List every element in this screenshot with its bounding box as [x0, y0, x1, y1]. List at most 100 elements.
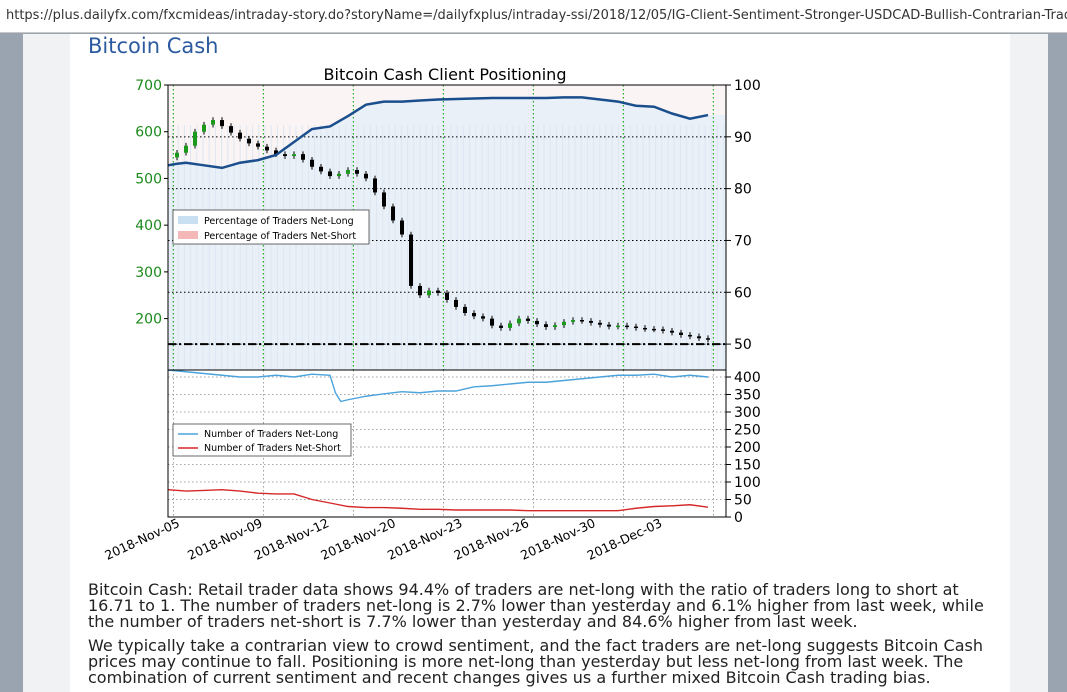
candle-body: [625, 325, 629, 328]
left-tick-label: 400: [135, 218, 162, 234]
left-axis-ticks: 700 600 500 400 300 200: [135, 78, 168, 328]
candle-body: [427, 290, 431, 296]
page-gutter-right: [1010, 34, 1048, 692]
candle-body: [301, 154, 305, 160]
candle-body: [607, 324, 611, 327]
candle-body: [391, 206, 395, 221]
window-margin-left: [0, 34, 23, 692]
bottom-panel-frame: [167, 369, 727, 518]
x-date-label: 2018-Nov-23: [385, 515, 465, 563]
price-candles: [175, 117, 710, 343]
trader-count-lines: [167, 369, 709, 512]
candle-body: [535, 320, 539, 325]
candle-body: [598, 322, 602, 325]
candle-body: [184, 145, 188, 153]
top-legend-box: [172, 209, 370, 245]
candle-body: [355, 170, 359, 174]
right-tick-label: 70: [734, 233, 752, 249]
x-date-label: 2018-Dec-03: [585, 515, 665, 563]
candle-body: [670, 330, 674, 333]
bottom-legend-box: [172, 423, 352, 457]
bottom-tick-label: 50: [734, 493, 752, 509]
x-date-label: 2018-Nov-20: [318, 515, 398, 563]
window-margin-right: [1048, 34, 1067, 692]
candle-body: [175, 152, 179, 158]
net-short-count-line: [167, 488, 709, 512]
net-long-pct-line: [167, 96, 709, 170]
url-text[interactable]: https://plus.dailyfx.com/fxcmideas/intra…: [6, 8, 1067, 23]
candle-body: [418, 285, 422, 296]
left-tick-label: 700: [135, 78, 162, 94]
candle-body: [211, 120, 215, 125]
candle-body: [508, 323, 512, 328]
candle-body: [382, 192, 386, 207]
sentiment-summary-paragraph: Bitcoin Cash: Retail trader data shows 9…: [88, 580, 984, 631]
candle-body: [679, 332, 683, 335]
legend-label-net-short-pct: Percentage of Traders Net-Short: [204, 231, 356, 242]
bottom-panel-grid: [168, 370, 726, 517]
candle-body: [256, 143, 260, 147]
x-date-label: 2018-Nov-26: [451, 515, 531, 563]
candle-body: [661, 329, 665, 331]
top-panel-background: [168, 85, 726, 370]
legend-swatch-net-long-pct: [178, 216, 198, 224]
bottom-tick-label: 250: [734, 423, 761, 439]
right-tick-label: 100: [734, 78, 761, 94]
candle-body: [616, 325, 620, 328]
candle-body: [490, 318, 494, 326]
candle-body: [589, 320, 593, 323]
candle-body: [652, 328, 656, 331]
bottom-tick-label: 150: [734, 458, 761, 474]
candle-body: [364, 173, 368, 179]
x-axis-date-labels: 2018-Nov-05 2018-Nov-092018-Nov-122018-No…: [102, 515, 664, 563]
right-tick-label: 50: [734, 337, 752, 353]
bottom-tick-label: 400: [734, 370, 761, 386]
candle-body: [445, 292, 449, 300]
right-tick-label: 80: [734, 182, 752, 198]
candle-body: [571, 320, 575, 322]
candle-body: [220, 120, 224, 127]
chart-title: Bitcoin Cash Client Positioning: [324, 65, 567, 84]
contrarian-view-paragraph: We typically take a contrarian view to c…: [88, 636, 983, 687]
candle-body: [283, 154, 287, 157]
candle-body: [328, 171, 332, 177]
address-bar[interactable]: https://plus.dailyfx.com/fxcmideas/intra…: [0, 0, 1067, 33]
bottom-tick-label: 350: [734, 388, 761, 404]
candle-body: [688, 334, 692, 337]
candle-body: [202, 124, 206, 132]
x-date-label: 2018-Nov-30: [518, 515, 598, 563]
candle-body: [409, 234, 413, 286]
candle-body: [643, 327, 647, 330]
candle-body: [274, 150, 278, 155]
candle-body: [193, 131, 197, 146]
candle-body: [481, 316, 485, 319]
page-gutter-left: [23, 34, 70, 692]
left-tick-label: 200: [135, 312, 162, 328]
candle-body: [580, 320, 584, 322]
left-tick-label: 500: [135, 171, 162, 187]
net-long-count-line: [167, 369, 709, 403]
candle-body: [553, 325, 557, 328]
right-tick-label: 60: [734, 285, 752, 301]
bottom-tick-label: 300: [734, 405, 761, 421]
candle-body: [463, 306, 467, 313]
legend-label-net-long-count: Number of Traders Net-Long: [204, 429, 338, 440]
candle-body: [310, 159, 314, 167]
candle-body: [265, 146, 269, 151]
candle-body: [337, 173, 341, 177]
legend-label-net-short-count: Number of Traders Net-Short: [204, 443, 341, 454]
net-long-percentage-line: [167, 96, 726, 346]
top-legend: Percentage of Traders Net-Long Percentag…: [172, 209, 370, 245]
candle-body: [400, 220, 404, 235]
candle-body: [706, 338, 710, 340]
candle-body: [436, 290, 440, 293]
net-long-area: [168, 97, 726, 370]
candle-body: [292, 154, 296, 157]
candle-body: [319, 166, 323, 172]
x-date-label: 2018-Nov-09: [185, 515, 265, 563]
bottom-tick-label: 100: [734, 475, 761, 491]
candle-body: [499, 325, 503, 328]
candle-body: [517, 318, 521, 324]
candle-body: [247, 138, 251, 144]
bottom-legend: Number of Traders Net-Long Number of Tra…: [172, 423, 352, 457]
